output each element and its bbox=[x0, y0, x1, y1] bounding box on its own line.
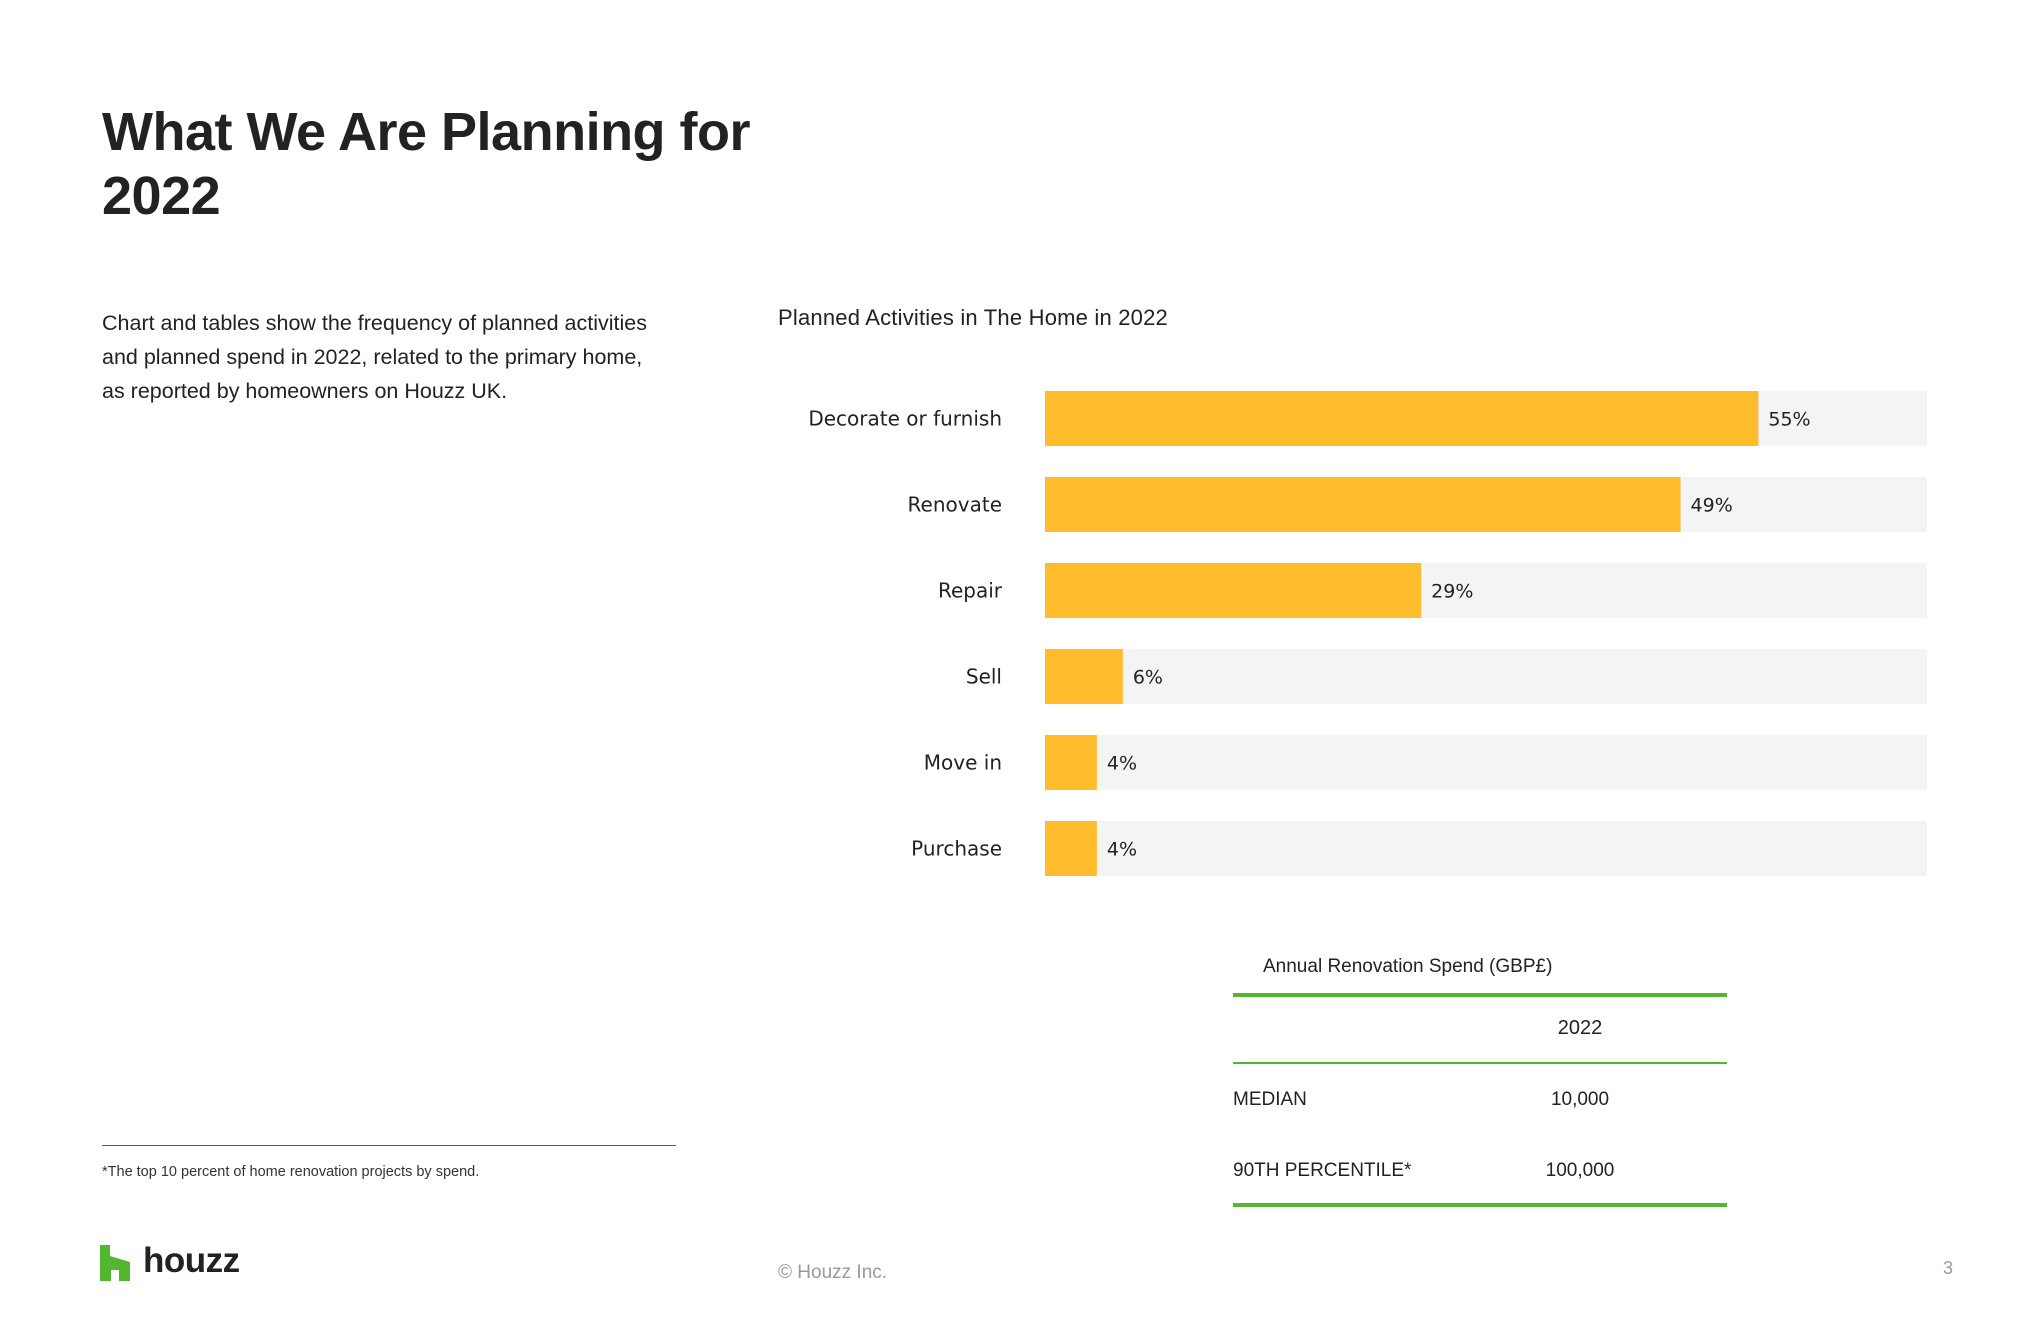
category-label: Move in bbox=[924, 751, 1002, 775]
value-label: 4% bbox=[1107, 753, 1137, 775]
category-label: Purchase bbox=[911, 837, 1002, 861]
bar bbox=[1045, 563, 1422, 618]
bar-track bbox=[1045, 821, 1927, 876]
bar bbox=[1045, 821, 1097, 876]
category-label: Renovate bbox=[908, 493, 1002, 517]
value-label: 4% bbox=[1107, 839, 1137, 861]
intro-paragraph: Chart and tables show the frequency of p… bbox=[102, 311, 647, 403]
table-column-header: 2022 bbox=[1557, 1017, 1603, 1039]
page-title: What We Are Planning for 2022 bbox=[102, 102, 751, 226]
category-label: Decorate or furnish bbox=[808, 407, 1002, 431]
bar bbox=[1045, 391, 1759, 446]
table-row-value-median: 10,000 bbox=[1550, 1089, 1610, 1110]
page-number: 3 bbox=[1943, 1258, 1954, 1278]
value-label: 55% bbox=[1768, 409, 1810, 431]
value-label: 6% bbox=[1133, 667, 1163, 689]
category-label: Repair bbox=[938, 579, 1003, 603]
bar-track bbox=[1045, 735, 1927, 790]
spend-table-title: Annual Renovation Spend (GBP£) bbox=[1263, 956, 1553, 977]
table-row-value-90th: 100,000 bbox=[1545, 1160, 1615, 1181]
chart-title: Planned Activities in The Home in 2022 bbox=[778, 305, 1168, 330]
copyright: © Houzz Inc. bbox=[778, 1262, 888, 1283]
bar bbox=[1045, 649, 1123, 704]
table-top-rule bbox=[1233, 993, 1727, 997]
table-bottom-rule bbox=[1233, 1203, 1727, 1207]
table-row-label-90th: 90TH PERCENTILE* bbox=[1233, 1160, 1412, 1181]
footnote-divider bbox=[102, 1145, 676, 1146]
category-label: Sell bbox=[966, 665, 1002, 689]
footnote: *The top 10 percent of home renovation p… bbox=[102, 1164, 480, 1180]
logo-wordmark: houzz bbox=[143, 1241, 240, 1280]
bar-track bbox=[1045, 649, 1927, 704]
value-label: 29% bbox=[1431, 581, 1473, 603]
bar-chart: Decorate or furnish 55% Renovate 49% Repair 2… bbox=[808, 391, 1927, 876]
table-row-label-median: MEDIAN bbox=[1233, 1089, 1307, 1110]
bar bbox=[1045, 477, 1681, 532]
bar bbox=[1045, 735, 1097, 790]
houzz-logo-icon bbox=[100, 1245, 130, 1281]
table-header-rule bbox=[1233, 1062, 1727, 1064]
value-label: 49% bbox=[1691, 495, 1733, 517]
